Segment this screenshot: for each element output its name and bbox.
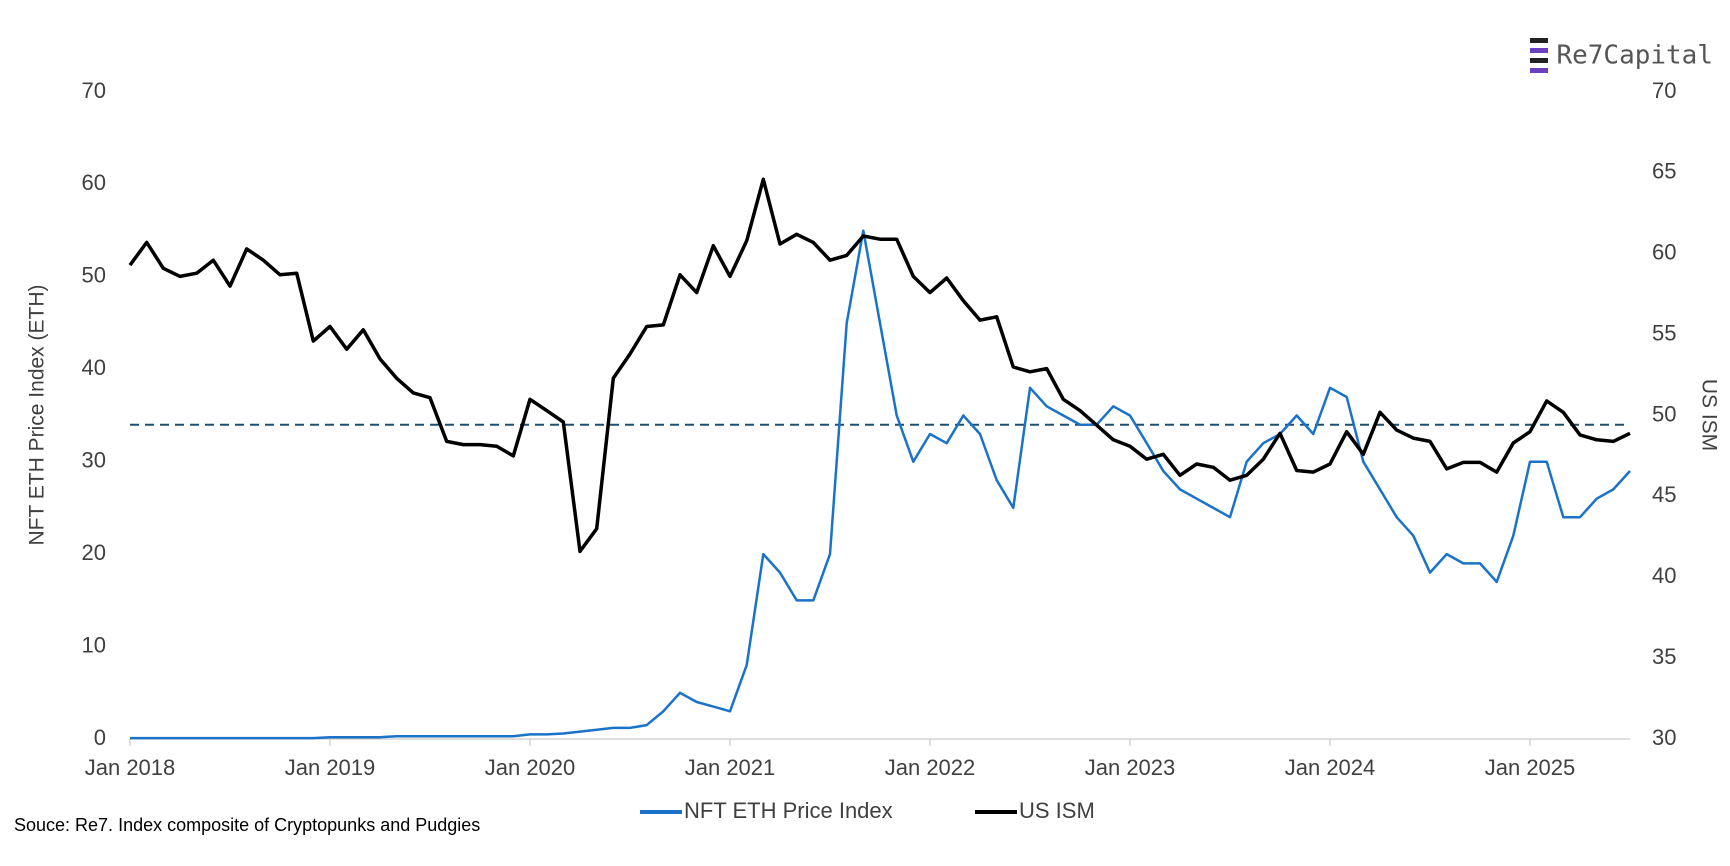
y-tick-label: 0 — [94, 725, 106, 750]
y2-axis-title: US ISM — [1697, 379, 1720, 451]
x-tick-label: Jan 2019 — [285, 755, 376, 780]
logo-bar — [1530, 48, 1548, 53]
source-note: Souce: Re7. Index composite of Cryptopun… — [14, 815, 480, 835]
y-tick-label: 10 — [82, 632, 106, 657]
x-tick-label: Jan 2023 — [1085, 755, 1176, 780]
x-tick-label: Jan 2021 — [685, 755, 776, 780]
legend-label: NFT ETH Price Index — [684, 798, 893, 823]
series-line — [130, 229, 1631, 740]
y-tick-label: 20 — [82, 540, 106, 565]
y-axis-title: NFT ETH Price Index (ETH) — [26, 285, 49, 546]
logo-bar — [1530, 38, 1548, 43]
logo-bar — [1530, 68, 1548, 73]
y2-tick-label: 50 — [1652, 401, 1676, 426]
x-tick-label: Jan 2024 — [1285, 755, 1376, 780]
y-tick-label: 70 — [82, 78, 106, 103]
y2-tick-label: 35 — [1652, 644, 1676, 669]
legend-label: US ISM — [1019, 798, 1095, 823]
y2-tick-label: 40 — [1652, 563, 1676, 588]
y2-tick-label: 65 — [1652, 159, 1676, 184]
logo-bar — [1530, 58, 1548, 63]
x-tick-label: Jan 2025 — [1485, 755, 1576, 780]
y2-tick-label: 60 — [1652, 240, 1676, 265]
x-tick-label: Jan 2022 — [885, 755, 976, 780]
y2-tick-label: 45 — [1652, 482, 1676, 507]
y2-tick-label: 55 — [1652, 320, 1676, 345]
x-tick-label: Jan 2018 — [85, 755, 176, 780]
brand: Re7Capital — [1556, 41, 1713, 71]
y-tick-label: 50 — [82, 263, 106, 288]
series-line — [128, 177, 1631, 554]
y-tick-label: 40 — [82, 355, 106, 380]
y-tick-label: 60 — [82, 170, 106, 195]
logo: Re7Capital — [1530, 38, 1713, 73]
y2-tick-label: 70 — [1652, 78, 1676, 103]
x-tick-label: Jan 2020 — [485, 755, 576, 780]
y-tick-label: 30 — [82, 448, 106, 473]
y2-tick-label: 30 — [1652, 725, 1676, 750]
